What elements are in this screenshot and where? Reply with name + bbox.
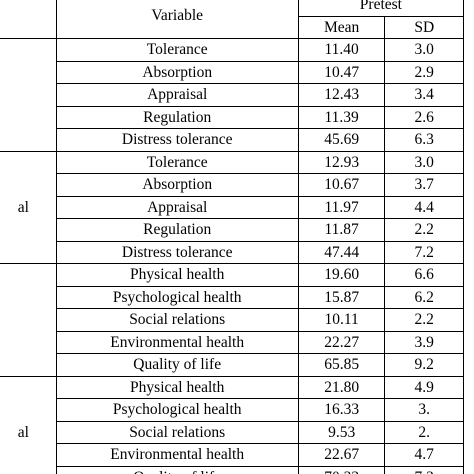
table-row: Social relations 9.53 2.	[0, 420, 464, 444]
group-header-cell	[0, 0, 57, 39]
mean-cell: 9.53	[297, 420, 386, 444]
table-row: al Physical health 21.80 4.9	[0, 375, 464, 474]
header-row-top: Variable Pretest	[0, 0, 465, 39]
mean-cell: 10.47	[297, 60, 386, 84]
sd-cell: 6.6	[384, 263, 464, 287]
sd-cell: 3.	[384, 398, 464, 422]
mean-cell: 10.67	[297, 173, 386, 197]
header-row-sub: Mean SD	[0, 16, 464, 39]
table-row: Environmental health 22.27 3.9	[0, 330, 464, 354]
variable-cell: Physical health	[55, 375, 299, 399]
mean-cell: 11.40	[297, 38, 386, 62]
variable-cell: Tolerance	[55, 38, 299, 62]
table-row: Tolerance 11.40 3.0	[0, 38, 464, 152]
sd-cell: 2.6	[384, 105, 464, 129]
table-row: Distress tolerance 47.44 7.2	[0, 240, 464, 264]
mean-cell: 21.80	[297, 375, 386, 399]
mean-cell: 10.11	[297, 308, 386, 332]
variable-cell: Environmental health	[55, 330, 299, 354]
group-label: al	[0, 375, 57, 474]
sd-cell: 3.7	[384, 173, 464, 197]
variable-cell: Physical health	[55, 263, 299, 287]
variable-cell: Distress tolerance	[55, 128, 299, 152]
table-row: Absorption 10.67 3.7	[0, 173, 464, 197]
sd-cell: 4.4	[384, 195, 464, 219]
sd-cell: 4.7	[384, 443, 464, 467]
mean-cell: 22.67	[297, 443, 386, 467]
mean-cell: 15.87	[297, 285, 386, 309]
table-row: Appraisal 11.97 4.4	[0, 195, 464, 219]
mean-cell: 70.33	[297, 465, 386, 474]
table-row: Quality of life70.337.3	[0, 465, 464, 474]
variable-cell: Environmental health	[55, 443, 299, 467]
mean-cell: 12.93	[297, 150, 386, 174]
variable-cell: Regulation	[55, 105, 299, 129]
variable-cell: Quality of life	[55, 353, 299, 377]
sd-cell: 7.3	[384, 465, 464, 474]
table-row: Appraisal 12.43 3.4	[0, 83, 464, 107]
sd-cell: 6.3	[384, 128, 464, 152]
table-row: Regulation 11.87 2.2	[0, 218, 464, 242]
table-row: Physical health 19.60 6.6	[0, 263, 464, 377]
variable-cell: Appraisal	[55, 83, 299, 107]
variable-cell: Social relations	[55, 308, 299, 332]
sd-cell: 2.2	[384, 308, 464, 332]
variable-cell: Psychological health	[55, 285, 299, 309]
mean-cell: 16.33	[297, 398, 386, 422]
table-row: Psychological health 15.87 6.2	[0, 285, 464, 309]
group-label	[0, 263, 57, 377]
table-row: Absorption 10.47 2.9	[0, 60, 464, 84]
pretest-header: Pretest	[297, 0, 465, 17]
group-label	[0, 38, 57, 152]
mean-cell: 45.69	[297, 128, 386, 152]
sd-cell: 3.9	[384, 330, 464, 354]
table-row: Environmental health 22.67 4.7	[0, 443, 464, 467]
mean-cell: 11.97	[297, 195, 386, 219]
mean-cell: 47.44	[297, 240, 386, 264]
sd-cell: 3.0	[384, 150, 464, 174]
table-row: Psychological health 16.33 3.	[0, 398, 464, 422]
variable-cell: Tolerance	[55, 150, 299, 174]
variable-cell: Appraisal	[55, 195, 299, 219]
table-row: Social relations 10.11 2.2	[0, 308, 464, 332]
variable-cell: Psychological health	[55, 398, 299, 422]
sd-cell: 6.2	[384, 285, 464, 309]
sd-cell: 4.9	[384, 375, 464, 399]
variable-cell: Regulation	[55, 218, 299, 242]
sd-cell: 2.9	[384, 60, 464, 84]
variable-header: Variable	[55, 0, 299, 39]
sd-cell: 9.2	[384, 353, 464, 377]
variable-cell: Absorption	[55, 173, 299, 197]
table-row: Regulation 11.39 2.6	[0, 105, 464, 129]
variable-cell: Quality of life	[55, 465, 299, 474]
sd-cell: 2.2	[384, 218, 464, 242]
sd-header: SD	[384, 16, 464, 39]
sd-cell: 7.2	[384, 240, 464, 264]
group-label: al	[0, 150, 57, 264]
variable-cell: Social relations	[55, 420, 299, 444]
sd-cell: 2.	[384, 420, 464, 444]
mean-cell: 11.39	[297, 105, 386, 129]
sd-cell: 3.0	[384, 38, 464, 62]
mean-cell: 22.27	[297, 330, 386, 354]
mean-cell: 12.43	[297, 83, 386, 107]
mean-cell: 11.87	[297, 218, 386, 242]
mean-header: Mean	[297, 16, 386, 39]
variable-cell: Distress tolerance	[55, 240, 299, 264]
table-row: Quality of life 65.85 9.2	[0, 353, 464, 377]
variable-cell: Absorption	[55, 60, 299, 84]
mean-cell: 19.60	[297, 263, 386, 287]
sd-cell: 3.4	[384, 83, 464, 107]
mean-cell: 65.85	[297, 353, 386, 377]
table-row: Distress tolerance 45.69 6.3	[0, 128, 464, 152]
table-row: al Tolerance 12.93 3.0	[0, 150, 464, 264]
